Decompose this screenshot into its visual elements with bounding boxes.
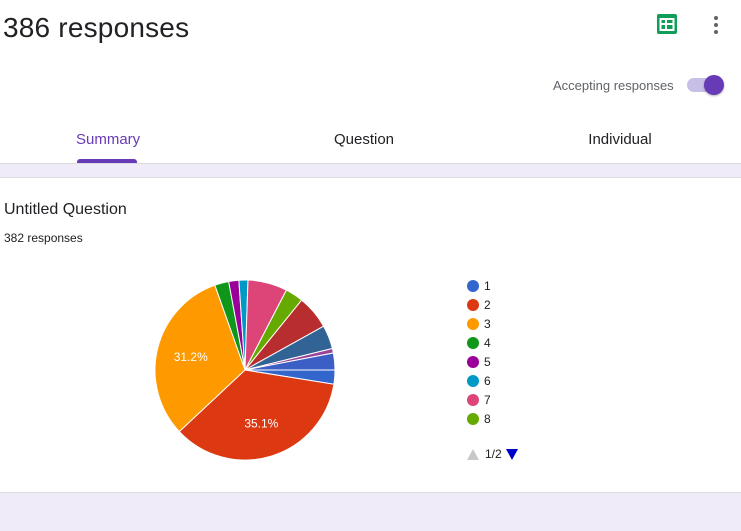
pie-slice-3 — [154, 284, 246, 433]
legend-swatch — [467, 337, 479, 349]
pie-slice-2 — [178, 369, 335, 461]
active-tab-indicator — [77, 159, 137, 163]
legend-label: 7 — [484, 393, 491, 407]
page-background — [0, 164, 741, 177]
legend-label: 1 — [484, 279, 491, 293]
legend-label: 3 — [484, 317, 491, 331]
pie-chart: 35.1% 31.2% — [154, 279, 336, 461]
tab-individual[interactable]: Individual — [588, 131, 652, 148]
legend-label: 2 — [484, 298, 491, 312]
response-count: 382 responses — [4, 231, 83, 245]
pie-data-label-2: 35.1% — [244, 416, 278, 430]
legend-swatch — [467, 394, 479, 406]
page-title: 386 responses — [3, 12, 190, 43]
legend-swatch — [467, 280, 479, 292]
accepting-responses-label: Accepting responses — [553, 78, 674, 93]
more-vert-icon[interactable] — [708, 14, 724, 36]
legend-label: 4 — [484, 336, 491, 350]
legend-swatch — [467, 318, 479, 330]
legend-swatch — [467, 299, 479, 311]
divider — [0, 163, 741, 164]
pie-slice-13 — [244, 352, 336, 371]
tab-summary[interactable]: Summary — [76, 131, 141, 148]
toggle-knob — [704, 75, 724, 95]
legend-swatch — [467, 356, 479, 368]
tab-question[interactable]: Question — [333, 131, 395, 148]
accepting-responses-toggle[interactable] — [687, 75, 725, 95]
legend-label: 6 — [484, 374, 491, 388]
question-title: Untitled Question — [4, 201, 127, 218]
header: 386 responses Accepting responses Summar… — [0, 0, 741, 163]
page-background-bottom — [0, 493, 741, 531]
question-summary-card: Untitled Question 382 responses 35.1% 31.… — [0, 177, 741, 493]
legend-prev-icon — [467, 449, 479, 460]
pie-data-label-3: 31.2% — [174, 350, 208, 364]
sheets-icon[interactable] — [657, 14, 677, 34]
legend-swatch — [467, 413, 479, 425]
legend-page-label: 1/2 — [485, 447, 502, 461]
legend-label: 8 — [484, 412, 491, 426]
legend-label: 5 — [484, 355, 491, 369]
legend-next-icon[interactable] — [506, 449, 518, 460]
legend-swatch — [467, 375, 479, 387]
